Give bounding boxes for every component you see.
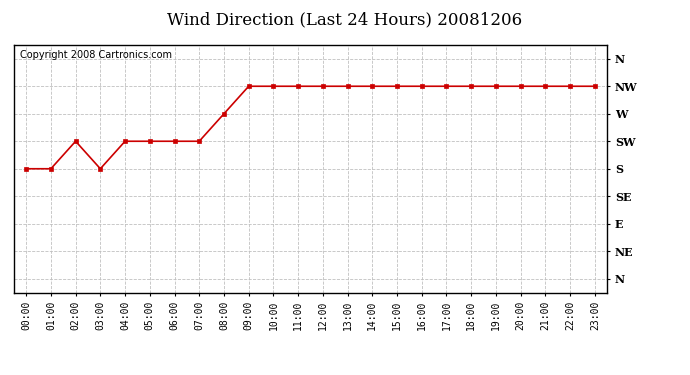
Text: Copyright 2008 Cartronics.com: Copyright 2008 Cartronics.com	[20, 50, 172, 60]
Text: Wind Direction (Last 24 Hours) 20081206: Wind Direction (Last 24 Hours) 20081206	[168, 11, 522, 28]
